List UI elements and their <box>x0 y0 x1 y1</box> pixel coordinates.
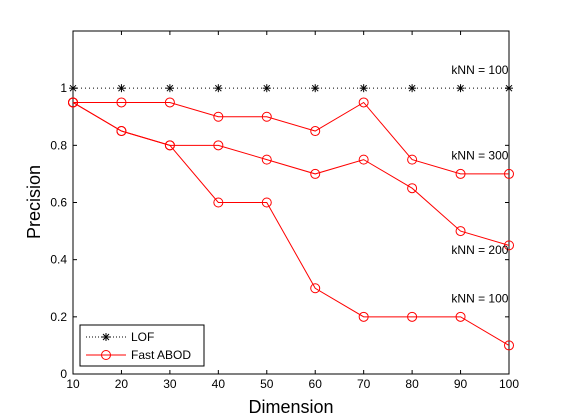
series-annotation: kNN = 300 <box>451 149 508 163</box>
data-point-circle <box>455 226 466 237</box>
data-point-star <box>262 84 271 93</box>
series-annotation: kNN = 100 <box>451 292 508 306</box>
data-point-star <box>359 84 368 93</box>
data-point-circle <box>504 340 514 351</box>
data-point-circle <box>504 168 514 179</box>
x-axis-label: Dimension <box>248 397 333 417</box>
series-line <box>73 101 509 175</box>
x-axis-ticks: 10 20 30 40 50 60 70 80 90 100 <box>66 31 519 391</box>
y-tick-label: 1 <box>60 81 67 95</box>
y-tick-label: 0.2 <box>50 310 67 324</box>
data-point-circle <box>213 197 224 208</box>
series-3 <box>68 97 514 351</box>
legend-lof-label: LOF <box>131 330 154 344</box>
legend-box <box>79 324 205 367</box>
x-tick-label: 60 <box>309 377 323 391</box>
data-point-circle <box>504 240 514 251</box>
series-0 <box>69 84 513 93</box>
legend: LOF Fast ABOD <box>79 324 205 367</box>
legend-star-glyph <box>102 333 110 341</box>
series-annotation: kNN = 100 <box>451 63 508 77</box>
legend-lof-star-marker <box>102 333 110 341</box>
x-tick-label: 50 <box>260 377 274 391</box>
data-point-circle <box>261 197 272 208</box>
data-point-star <box>69 84 77 93</box>
data-point-star <box>311 84 320 93</box>
y-tick-label: 0.8 <box>50 138 67 152</box>
data-point-star <box>456 84 465 93</box>
y-axis-label: Precision <box>24 165 44 239</box>
data-point-circle <box>116 126 127 137</box>
series-layer <box>68 84 514 351</box>
data-point-star <box>505 84 513 93</box>
data-point-circle <box>455 168 466 179</box>
y-tick-label: 0.6 <box>50 196 67 210</box>
y-tick-label: 0.4 <box>50 253 67 267</box>
data-point-circle <box>213 140 224 151</box>
data-point-circle <box>358 154 369 165</box>
data-point-star <box>408 84 417 93</box>
data-point-circle <box>310 168 321 179</box>
series-annotation: kNN = 200 <box>451 243 508 257</box>
x-tick-label: 10 <box>66 377 80 391</box>
data-point-star <box>214 84 223 93</box>
data-point-circle <box>310 126 321 137</box>
x-tick-label: 80 <box>405 377 419 391</box>
data-point-star <box>165 84 174 93</box>
plot-area-frame <box>72 30 510 375</box>
data-point-circle <box>261 154 272 165</box>
data-point-circle <box>455 311 466 322</box>
x-tick-label: 30 <box>163 377 177 391</box>
data-point-circle <box>310 283 321 294</box>
data-point-circle <box>116 97 127 108</box>
x-tick-label: 100 <box>499 377 519 391</box>
x-tick-label: 70 <box>357 377 371 391</box>
data-point-circle <box>213 111 224 122</box>
data-point-circle <box>68 97 78 108</box>
annotation-layer: kNN = 100 kNN = 300 kNN = 200 kNN = 100 <box>451 63 508 306</box>
data-point-circle <box>261 111 272 122</box>
data-point-circle <box>407 311 418 322</box>
x-tick-label: 20 <box>115 377 129 391</box>
data-point-circle <box>407 154 418 165</box>
data-point-circle <box>407 183 418 194</box>
x-tick-label: 90 <box>454 377 468 391</box>
y-axis-ticks: 0 0.2 0.4 0.6 0.8 1 <box>50 81 509 381</box>
data-point-circle <box>164 140 175 151</box>
legend-abod-label: Fast ABOD <box>131 348 191 362</box>
data-point-star <box>117 84 126 93</box>
x-tick-label: 40 <box>212 377 226 391</box>
data-point-circle <box>358 311 369 322</box>
legend-abod-circle-marker <box>101 350 111 360</box>
series-line <box>72 102 510 346</box>
data-point-circle <box>164 97 175 108</box>
data-point-circle <box>358 97 369 108</box>
y-tick-label: 0 <box>60 367 67 381</box>
